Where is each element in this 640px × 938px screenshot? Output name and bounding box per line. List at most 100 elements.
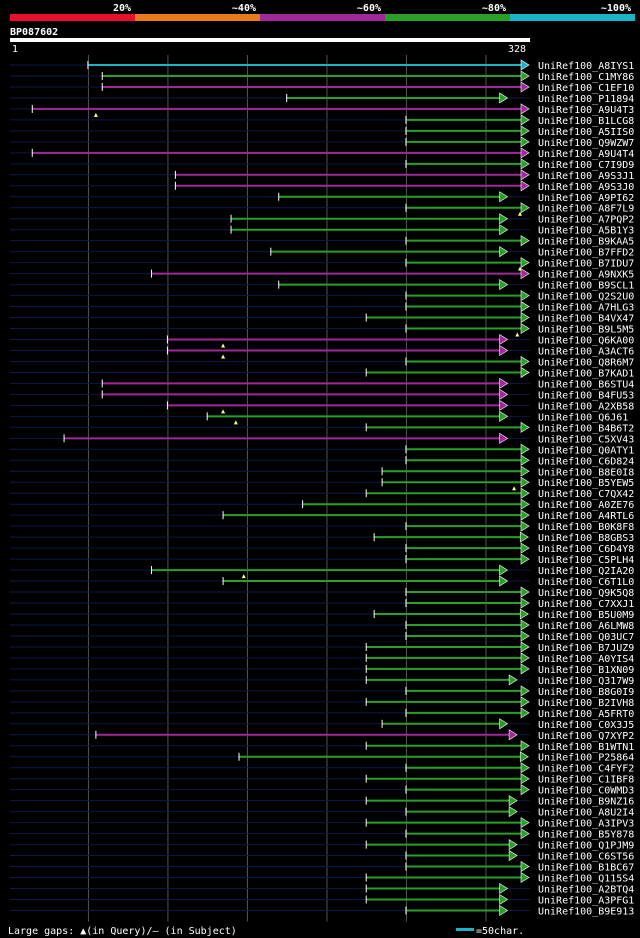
- hit-label[interactable]: UniRef100_B9KAA5: [538, 237, 634, 248]
- hit-row: UniRef100_B9L5M5: [10, 322, 634, 337]
- hit-label[interactable]: UniRef100_A2BTQ4: [538, 885, 634, 896]
- hit-label[interactable]: UniRef100_B9E913: [538, 906, 634, 917]
- hit-label[interactable]: UniRef100_Q7XYP2: [538, 731, 634, 742]
- hit-row: UniRef100_B7JUZ9: [10, 641, 634, 654]
- hit-label[interactable]: UniRef100_Q03UC7: [538, 632, 634, 643]
- hit-label[interactable]: UniRef100_B8GBS3: [538, 533, 634, 544]
- hit-label[interactable]: UniRef100_P25864: [538, 753, 634, 764]
- hit-row: UniRef100_A5IIS0: [10, 125, 634, 138]
- hit-row: UniRef100_B8GBS3: [10, 531, 634, 544]
- hit-label[interactable]: UniRef100_Q2S2U0: [538, 292, 634, 303]
- hit-label[interactable]: UniRef100_A0ZE76: [538, 500, 634, 511]
- hit-label[interactable]: UniRef100_C6D824: [538, 456, 634, 467]
- hit-label[interactable]: UniRef100_A3PFG1: [538, 895, 634, 906]
- hit-label[interactable]: UniRef100_A9S3J0: [538, 182, 634, 193]
- hit-row: UniRef100_B4VX47: [10, 311, 634, 325]
- hit-label[interactable]: UniRef100_B7FFD2: [538, 248, 634, 259]
- hit-label[interactable]: UniRef100_P11894: [538, 94, 634, 105]
- hit-label[interactable]: UniRef100_A5FRT0: [538, 709, 634, 720]
- hit-end-arrow: [520, 553, 530, 565]
- hit-label[interactable]: UniRef100_A3IPV3: [538, 819, 634, 830]
- hit-label[interactable]: UniRef100_B8E0I8: [538, 467, 634, 478]
- hit-row: UniRef100_B0K8F8: [10, 520, 634, 533]
- hit-label[interactable]: UniRef100_B1XN09: [538, 665, 634, 676]
- hit-label[interactable]: UniRef100_C6ST56: [538, 852, 634, 863]
- hit-label[interactable]: UniRef100_C0X3J5: [538, 720, 634, 731]
- hit-row: UniRef100_A9S3J1: [10, 169, 634, 182]
- hit-label[interactable]: UniRef100_A9NXK5: [538, 270, 634, 281]
- hit-label[interactable]: UniRef100_A9U4T3: [538, 105, 634, 116]
- hit-label[interactable]: UniRef100_B4FU53: [538, 390, 634, 401]
- hit-label[interactable]: UniRef100_Q317W9: [538, 676, 634, 687]
- hit-end-arrow: [520, 784, 530, 796]
- hit-label[interactable]: UniRef100_Q6KA00: [538, 336, 634, 347]
- hit-label[interactable]: UniRef100_B7KAD1: [538, 368, 634, 379]
- hit-label[interactable]: UniRef100_B5YEW5: [538, 478, 634, 489]
- legend-label: 20%: [113, 3, 131, 14]
- hit-label[interactable]: UniRef100_C0WMD3: [538, 786, 634, 797]
- hit-label[interactable]: UniRef100_C4FYF2: [538, 764, 634, 775]
- hit-label[interactable]: UniRef100_A9U4T4: [538, 149, 634, 160]
- hit-label[interactable]: UniRef100_C1MY86: [538, 72, 634, 83]
- hit-label[interactable]: UniRef100_Q2IA20: [538, 566, 634, 577]
- hit-label[interactable]: UniRef100_C6D4Y8: [538, 544, 634, 555]
- hit-label[interactable]: UniRef100_C7QX42: [538, 489, 634, 500]
- hit-label[interactable]: UniRef100_A3ACT6: [538, 346, 634, 357]
- hit-label[interactable]: UniRef100_B5Y878: [538, 830, 634, 841]
- hit-label[interactable]: UniRef100_B9SCL1: [538, 281, 634, 292]
- hit-label[interactable]: UniRef100_B8G0I9: [538, 687, 634, 698]
- hit-label[interactable]: UniRef100_B9L5M5: [538, 325, 634, 336]
- hit-end-arrow: [520, 169, 530, 181]
- hit-label[interactable]: UniRef100_A7PQP2: [538, 215, 634, 226]
- hit-label[interactable]: UniRef100_B0K8F8: [538, 522, 634, 533]
- hit-label[interactable]: UniRef100_A4RTL6: [538, 511, 634, 522]
- hit-end-arrow: [519, 751, 529, 763]
- hit-end-arrow: [520, 136, 530, 148]
- hit-label[interactable]: UniRef100_Q6J61: [538, 412, 628, 423]
- hit-label[interactable]: UniRef100_A0YIS4: [538, 654, 634, 665]
- hit-label[interactable]: UniRef100_A9S3J1: [538, 171, 634, 182]
- hit-label[interactable]: UniRef100_Q0ATY1: [538, 445, 634, 456]
- hit-label[interactable]: UniRef100_B1WTN1: [538, 742, 634, 753]
- hit-end-arrow: [520, 147, 530, 159]
- hit-label[interactable]: UniRef100_C5XV43: [538, 434, 634, 445]
- query-gap-marker: [518, 211, 522, 216]
- hit-label[interactable]: UniRef100_Q115S4: [538, 874, 634, 885]
- hit-row: UniRef100_Q6KA00: [10, 333, 634, 348]
- hit-label[interactable]: UniRef100_A2XB58: [538, 401, 634, 412]
- hit-label[interactable]: UniRef100_Q9K5Q8: [538, 588, 634, 599]
- hit-label[interactable]: UniRef100_C1IBF8: [538, 775, 634, 786]
- hit-label[interactable]: UniRef100_A8IYS1: [538, 61, 634, 72]
- hit-label[interactable]: UniRef100_A8F7L9: [538, 204, 634, 215]
- hit-label[interactable]: UniRef100_B7IDU7: [538, 259, 634, 270]
- hit-label[interactable]: UniRef100_Q9WZW7: [538, 138, 634, 149]
- hit-row: UniRef100_A2XB58: [10, 399, 634, 414]
- hit-row: UniRef100_C6T1L0: [10, 575, 634, 588]
- hit-label[interactable]: UniRef100_A6LMW8: [538, 621, 634, 632]
- hit-end-arrow: [520, 597, 530, 609]
- hit-label[interactable]: UniRef100_Q8R6M7: [538, 357, 634, 368]
- hit-label[interactable]: UniRef100_B4B6T2: [538, 423, 634, 434]
- hit-label[interactable]: UniRef100_A5IIS0: [538, 127, 634, 138]
- hit-label[interactable]: UniRef100_B6STU4: [538, 379, 634, 390]
- hit-label[interactable]: UniRef100_C7I9D9: [538, 160, 634, 171]
- hit-label[interactable]: UniRef100_A5B1Y3: [538, 226, 634, 237]
- hit-label[interactable]: UniRef100_C1EF10: [538, 83, 634, 94]
- hit-label[interactable]: UniRef100_C6T1L0: [538, 577, 634, 588]
- hit-label[interactable]: UniRef100_C5PLH4: [538, 555, 634, 566]
- hit-label[interactable]: UniRef100_B2IVH8: [538, 698, 634, 709]
- hit-label[interactable]: UniRef100_B4VX47: [538, 314, 634, 325]
- hit-label[interactable]: UniRef100_B1LCG8: [538, 116, 634, 127]
- hit-row: UniRef100_Q9WZW7: [10, 136, 634, 149]
- hit-label[interactable]: UniRef100_Q1PJM9: [538, 841, 634, 852]
- hit-label[interactable]: UniRef100_A9PI62: [538, 193, 634, 204]
- hit-row: UniRef100_A5FRT0: [10, 707, 634, 720]
- hit-label[interactable]: UniRef100_B5U0M9: [538, 610, 634, 621]
- hit-label[interactable]: UniRef100_A7HLG3: [538, 303, 634, 314]
- hit-label[interactable]: UniRef100_B7JUZ9: [538, 643, 634, 654]
- hit-label[interactable]: UniRef100_B1BC67: [538, 863, 634, 874]
- hit-label[interactable]: UniRef100_A8U2I4: [538, 808, 634, 819]
- hit-label[interactable]: UniRef100_B9NZ16: [538, 797, 634, 808]
- hit-label[interactable]: UniRef100_C7XXJ1: [538, 599, 634, 610]
- hit-end-arrow: [520, 828, 530, 840]
